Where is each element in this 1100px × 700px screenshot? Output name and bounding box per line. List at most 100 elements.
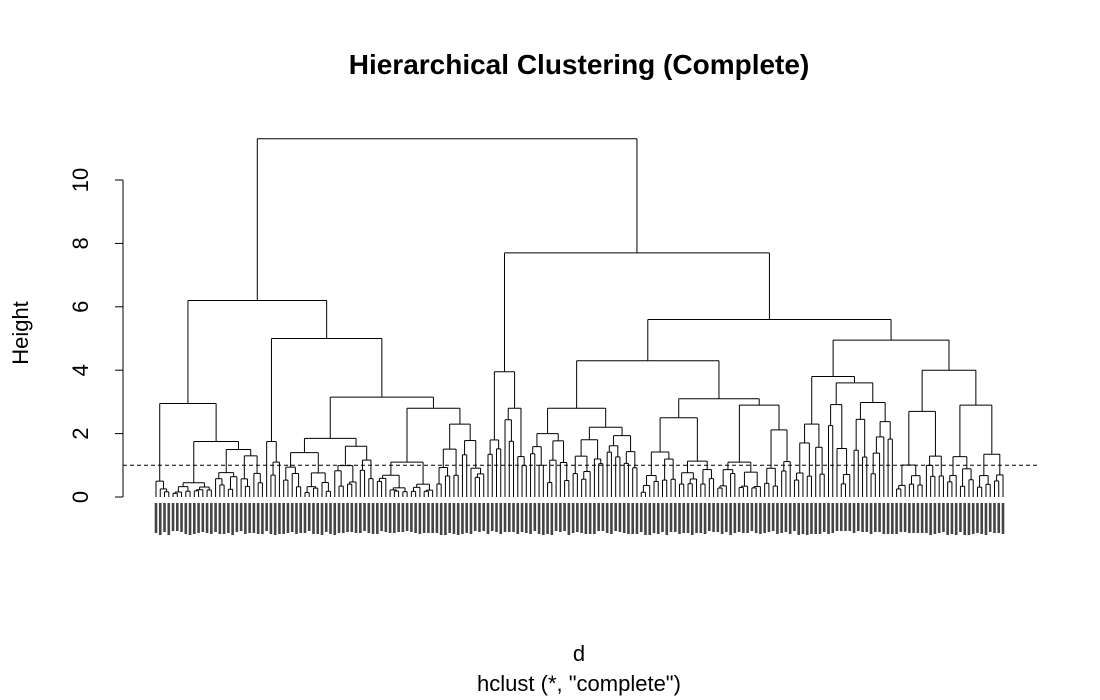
leaf-label [639, 503, 643, 532]
leaf-label [788, 503, 792, 534]
y-tick-label: 10 [68, 168, 93, 192]
leaf-label [469, 503, 473, 534]
leaf-label [312, 503, 315, 534]
leaf-label [473, 503, 477, 531]
leaf-label [214, 503, 217, 532]
leaf-label [899, 503, 903, 532]
leaf-label [648, 503, 652, 535]
leaf-label [967, 503, 971, 535]
leaf-label [750, 503, 754, 531]
leaf-label [507, 503, 511, 532]
leaf-label [831, 503, 835, 533]
leaf-label [278, 503, 281, 534]
leaf-label [754, 503, 758, 533]
leaf-label [818, 503, 822, 534]
leaf-label [861, 503, 864, 532]
leaf-label [461, 503, 464, 534]
leaf-label [874, 503, 877, 532]
leaf-label [703, 503, 707, 534]
leaf-label [197, 503, 200, 533]
leaf-label [784, 503, 788, 532]
leaf-label [376, 503, 379, 534]
leaf-label [971, 503, 975, 534]
leaf-label [320, 503, 324, 535]
leaf-label [712, 503, 715, 532]
leaf-label [891, 503, 894, 534]
leaf-label [244, 503, 247, 534]
leaf-label [767, 503, 771, 532]
leaf-label [439, 503, 443, 535]
leaf-label [380, 503, 383, 531]
y-tick-label: 2 [68, 427, 93, 439]
leaf-label [524, 503, 528, 533]
leaf-label [231, 503, 234, 535]
leaf-label [333, 503, 337, 535]
leaf-label [669, 503, 673, 532]
leaf-label [605, 503, 609, 533]
leaf-label [546, 503, 549, 534]
leaf-label [163, 503, 166, 532]
leaf-label [210, 503, 213, 534]
leaf-label [520, 503, 524, 532]
leaf-label [929, 503, 932, 535]
leaf-label [588, 503, 592, 534]
leaf-label [550, 503, 554, 535]
leaf-label [665, 503, 669, 535]
leaf-label [465, 503, 469, 533]
leaf-label [171, 503, 175, 531]
leaf-label [622, 503, 626, 533]
leaf-labels [154, 503, 1005, 535]
leaf-label [193, 503, 196, 534]
leaf-label [341, 503, 345, 533]
leaf-label [993, 503, 996, 533]
leaf-label [265, 503, 268, 531]
leaf-label [708, 503, 711, 531]
leaf-label [239, 503, 243, 531]
leaf-label [499, 503, 503, 534]
leaf-label [435, 503, 439, 533]
leaf-label [801, 503, 805, 534]
leaf-label [448, 503, 451, 533]
leaf-label [631, 503, 635, 534]
leaf-label [227, 503, 230, 533]
leaf-label [895, 503, 898, 534]
leaf-label [303, 503, 307, 533]
leaf-label [644, 503, 647, 535]
leaf-label [350, 503, 354, 532]
leaf-label [776, 503, 779, 534]
x-axis-label: d [573, 641, 585, 666]
y-tick-label: 4 [68, 364, 93, 376]
leaf-label [878, 503, 881, 532]
leaf-label [371, 503, 375, 534]
leaf-label [882, 503, 886, 534]
leaf-label [763, 503, 766, 533]
leaf-label [580, 503, 583, 533]
leaf-label [576, 503, 579, 532]
leaf-label [793, 503, 796, 531]
leaf-label [537, 503, 541, 534]
leaf-label [282, 503, 285, 534]
leaf-label [503, 503, 507, 532]
leaf-label [490, 503, 494, 531]
leaf-label [886, 503, 890, 534]
leaf-label [388, 503, 392, 533]
leaf-label [290, 503, 294, 532]
leaf-label [346, 503, 349, 532]
leaf-label [742, 503, 745, 533]
leaf-label [597, 503, 600, 531]
leaf-label [516, 503, 520, 534]
leaf-label [661, 503, 664, 532]
leaf-label [512, 503, 515, 532]
leaf-label [180, 503, 183, 532]
leaf-label [405, 503, 409, 531]
leaf-label [797, 503, 800, 535]
leaf-label [571, 503, 575, 533]
leaf-label [329, 503, 332, 534]
leaf-label [1001, 503, 1005, 534]
leaf-label [737, 503, 741, 532]
leaf-label [384, 503, 388, 532]
leaf-label [610, 503, 613, 534]
leaf-label [746, 503, 749, 533]
leaf-label [218, 503, 222, 534]
